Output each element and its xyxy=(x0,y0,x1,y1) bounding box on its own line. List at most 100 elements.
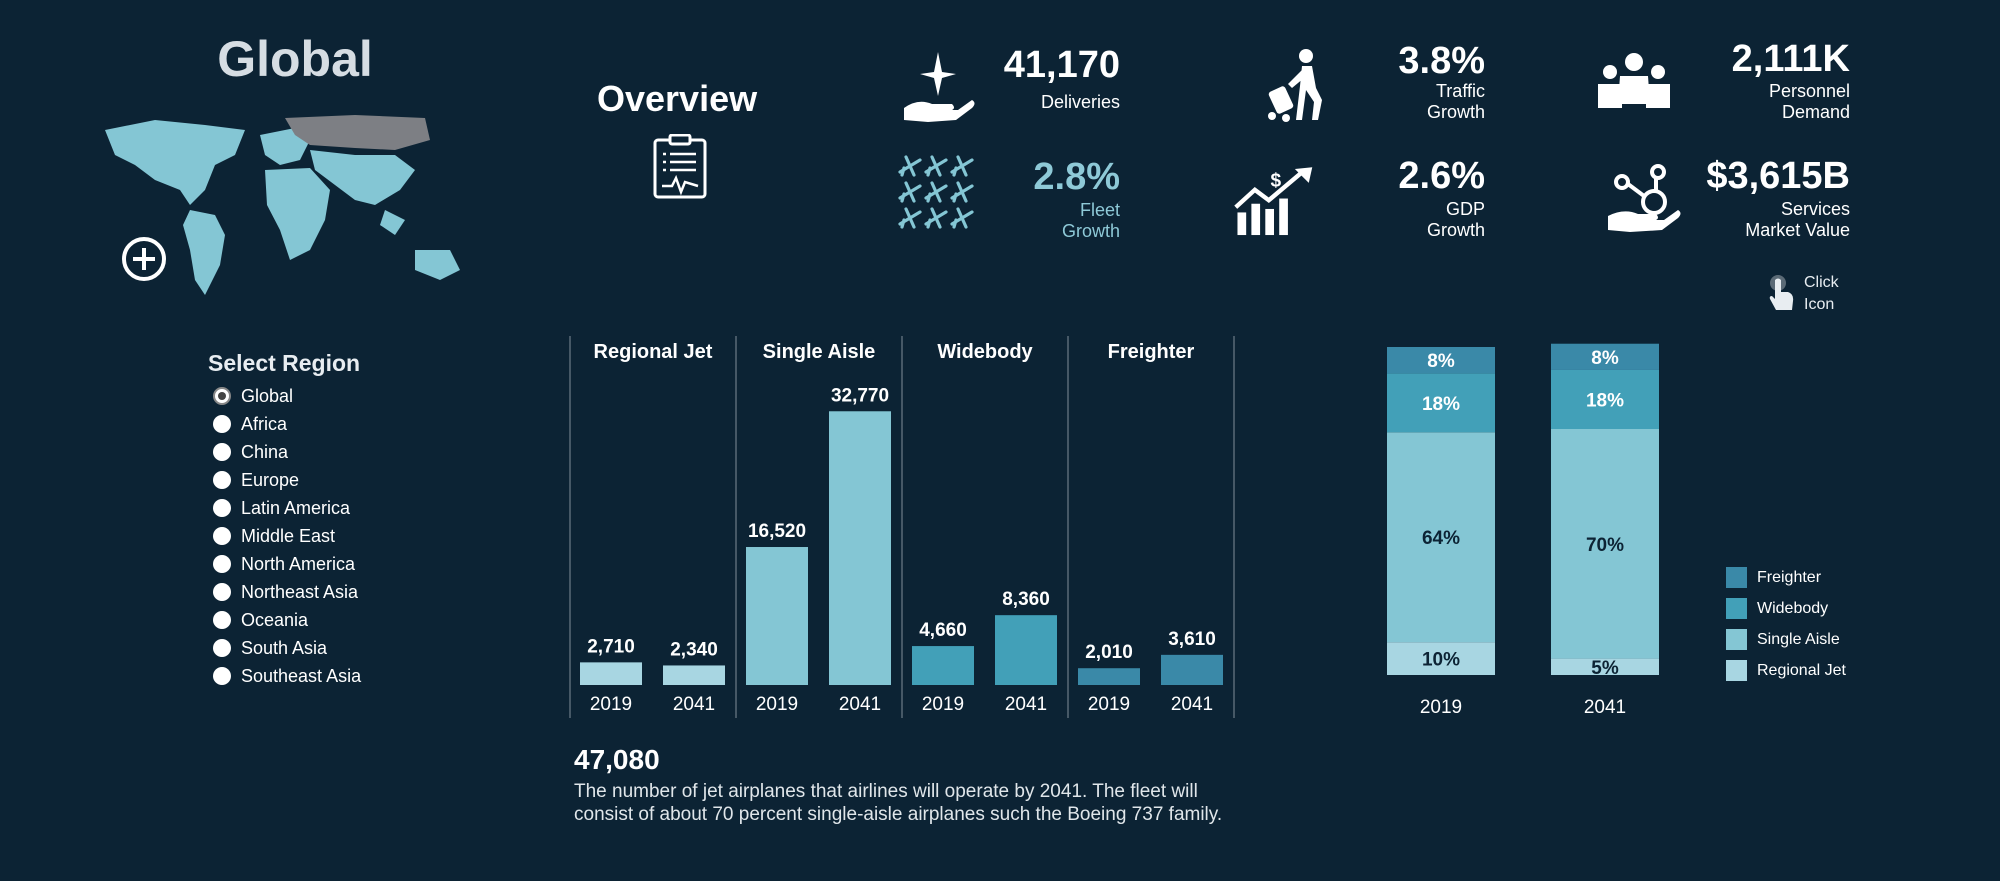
segment-label: 70% xyxy=(1586,535,1624,556)
fleet-growth-value: 2.8% xyxy=(1033,156,1120,198)
bar-value-label: 3,610 xyxy=(1168,629,1216,650)
segment-label: 8% xyxy=(1427,351,1455,372)
region-option-label: Middle East xyxy=(241,525,336,546)
year-tick-label: 2041 xyxy=(1584,697,1626,718)
gdp-growth-label-1: GDP xyxy=(1445,199,1485,219)
services-market-label-1: Services xyxy=(1780,199,1850,219)
stacked-segment xyxy=(1387,642,1495,675)
traveler-icon[interactable] xyxy=(1258,46,1338,126)
region-option[interactable]: Europe xyxy=(213,466,361,494)
services-gear-icon[interactable] xyxy=(1604,160,1684,240)
year-tick-label: 2019 xyxy=(1420,697,1462,718)
gdp-growth-label-2: Growth xyxy=(1426,220,1485,240)
group-title: Widebody xyxy=(937,341,1033,363)
region-option-label: Europe xyxy=(241,469,300,490)
group-title: Single Aisle xyxy=(763,341,876,363)
bar-value-label: 2,710 xyxy=(587,636,635,657)
radio-button[interactable] xyxy=(213,499,231,517)
airplane-grid-icon[interactable] xyxy=(896,152,976,232)
region-option-label: Africa xyxy=(241,413,288,434)
select-region-title: Select Region xyxy=(208,350,361,376)
click-hint-line-1: Click xyxy=(1804,274,1839,291)
bar xyxy=(1078,668,1140,685)
svg-text:$: $ xyxy=(1271,170,1282,191)
services-market-label-2: Market Value xyxy=(1745,220,1850,240)
region-option[interactable]: Africa xyxy=(213,410,361,438)
region-option[interactable]: South Asia xyxy=(213,634,361,662)
legend-label: Widebody xyxy=(1757,599,1829,617)
bar xyxy=(1161,654,1223,685)
radio-button[interactable] xyxy=(213,471,231,489)
region-option[interactable]: Northeast Asia xyxy=(213,578,361,606)
year-tick-label: 2019 xyxy=(1088,694,1130,715)
segment-label: 8% xyxy=(1591,348,1619,369)
pointer-hand-icon xyxy=(1769,275,1794,310)
segment-label: 5% xyxy=(1591,658,1619,679)
region-option-label: Oceania xyxy=(241,609,309,630)
legend-swatch xyxy=(1726,598,1747,619)
legend-label: Single Aisle xyxy=(1757,630,1840,648)
traffic-growth-value: 3.8% xyxy=(1398,40,1485,82)
legend-item: Freighter xyxy=(1726,562,1846,593)
bar-value-label: 2,340 xyxy=(670,639,718,660)
bar xyxy=(829,411,891,685)
year-tick-label: 2041 xyxy=(673,694,715,715)
traffic-growth-label-1: Traffic xyxy=(1435,81,1485,101)
personnel-demand-label-2: Demand xyxy=(1781,102,1850,122)
bar-value-label: 4,660 xyxy=(919,620,967,641)
group-title: Freighter xyxy=(1108,341,1195,363)
overview-title: Overview xyxy=(597,78,758,119)
segment-label: 18% xyxy=(1422,394,1460,415)
clipboard-icon[interactable] xyxy=(652,134,708,200)
personnel-demand-label-1: Personnel xyxy=(1768,81,1850,101)
stacked-segment xyxy=(1551,658,1659,675)
legend-item: Regional Jet xyxy=(1726,655,1846,686)
segment-label: 18% xyxy=(1586,390,1624,411)
region-option[interactable]: Latin America xyxy=(213,494,361,522)
stacked-segment xyxy=(1387,432,1495,643)
year-tick-label: 2019 xyxy=(590,694,632,715)
year-tick-label: 2041 xyxy=(1005,694,1047,715)
world-map[interactable] xyxy=(95,110,485,310)
bar-value-label: 32,770 xyxy=(831,385,889,406)
stacked-segment xyxy=(1387,347,1495,374)
bar xyxy=(995,615,1057,685)
region-option[interactable]: North America xyxy=(213,550,361,578)
region-option[interactable]: Oceania xyxy=(213,606,361,634)
radio-button[interactable] xyxy=(213,415,231,433)
radio-button[interactable] xyxy=(213,611,231,629)
chart-legend: Freighter Widebody Single Aisle Regional Je… xyxy=(1726,562,1846,686)
region-radio-list: Global Africa China Europe Latin America Midd… xyxy=(213,382,361,690)
region-option[interactable]: China xyxy=(213,438,361,466)
radio-button[interactable] xyxy=(213,443,231,461)
year-tick-label: 2019 xyxy=(922,694,964,715)
zoom-plus-icon[interactable] xyxy=(120,235,168,283)
growth-chart-icon[interactable]: $ xyxy=(1234,162,1314,242)
year-tick-label: 2041 xyxy=(839,694,881,715)
radio-button[interactable] xyxy=(213,387,231,405)
segment-label: 64% xyxy=(1422,528,1460,549)
services-market-value: $3,615B xyxy=(1706,155,1850,197)
delivery-hand-icon[interactable] xyxy=(898,48,978,128)
traffic-growth-label-2: Growth xyxy=(1426,102,1485,122)
legend-item: Widebody xyxy=(1726,593,1846,624)
region-option[interactable]: Middle East xyxy=(213,522,361,550)
gdp-growth-value: 2.6% xyxy=(1398,155,1485,197)
bar xyxy=(580,662,642,685)
region-title: Global xyxy=(217,31,373,87)
year-tick-label: 2041 xyxy=(1171,694,1213,715)
people-icon[interactable] xyxy=(1594,46,1674,126)
legend-item: Single Aisle xyxy=(1726,624,1846,655)
stacked-segment xyxy=(1551,369,1659,429)
click-hint-line-2: Icon xyxy=(1804,296,1835,313)
region-option[interactable]: Global xyxy=(213,382,361,410)
radio-button[interactable] xyxy=(213,667,231,685)
legend-swatch xyxy=(1726,629,1747,650)
radio-button[interactable] xyxy=(213,555,231,573)
deliveries-value: 41,170 xyxy=(1003,44,1120,86)
radio-button[interactable] xyxy=(213,583,231,601)
region-option[interactable]: Southeast Asia xyxy=(213,662,361,690)
radio-button[interactable] xyxy=(213,639,231,657)
region-option-label: Southeast Asia xyxy=(241,665,362,686)
radio-button[interactable] xyxy=(213,527,231,545)
